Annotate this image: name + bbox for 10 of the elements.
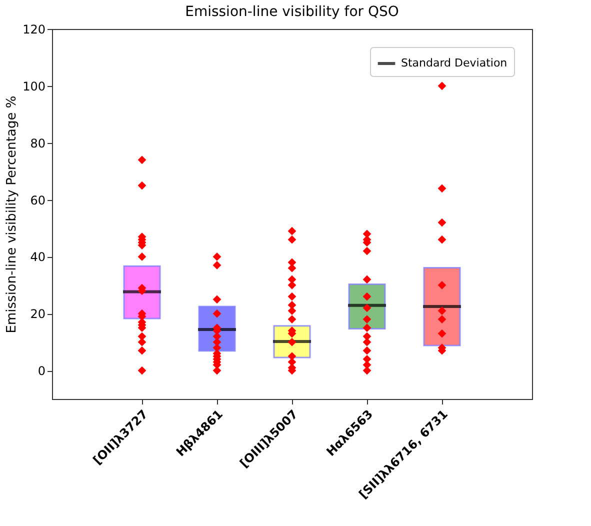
y-tick-label: 120 <box>22 22 46 36</box>
y-tick-label: 80 <box>30 136 46 150</box>
y-axis-title: Emission-line visibility Percentage % <box>4 96 20 334</box>
text: Standard Deviation <box>401 56 508 70</box>
y-tick-label: 0 <box>38 364 46 378</box>
y-tick-label: 100 <box>22 79 46 94</box>
y-tick-label: 40 <box>30 250 46 264</box>
y-tick-label: 20 <box>30 307 46 322</box>
y-tick-label: 60 <box>30 193 46 208</box>
chart-title: Emission-line visibility for QSO <box>185 4 399 20</box>
